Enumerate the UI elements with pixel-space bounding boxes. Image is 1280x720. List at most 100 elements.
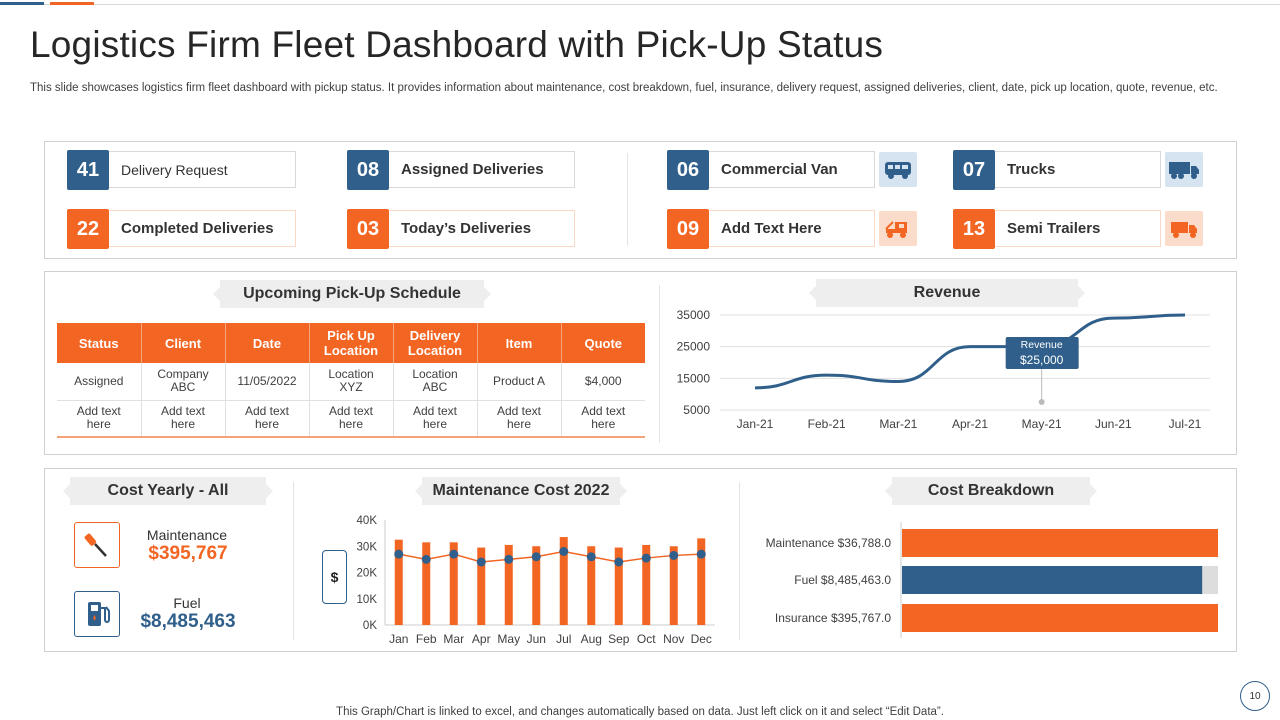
table-cell: 11/05/2022 [225, 363, 310, 401]
kpi-value: 13 [953, 209, 995, 249]
kpi-value: 08 [347, 150, 389, 190]
fuel-pump-icon [74, 591, 120, 637]
x-tick-label: Feb-21 [808, 417, 846, 431]
maintenance-trend-point [586, 552, 596, 562]
kpi-label: Today’s Deliveries [389, 210, 575, 247]
cost-divider-1 [293, 482, 294, 640]
maintenance-bar [394, 539, 403, 625]
maintenance-bar [559, 537, 568, 625]
column-header: Date [225, 323, 310, 363]
kpi-value: 03 [347, 209, 389, 249]
x-tick-label: Jul [556, 632, 571, 646]
kpi-label: Add Text Here [709, 210, 875, 247]
revenue-callout-box [1005, 337, 1079, 369]
truck-icon [1165, 152, 1203, 187]
maintenance-cost-label: Maintenance [146, 527, 228, 543]
y-tick-label: 30K [357, 541, 378, 553]
maintenance-bar [477, 547, 486, 625]
page-number: 10 [1240, 681, 1270, 711]
table-cell: Assigned [57, 363, 142, 401]
pickup-schedule-table: Status Client Date Pick Up Location Deli… [57, 323, 645, 438]
schedule-title: Upcoming Pick-Up Schedule [220, 280, 484, 308]
cb-bar [902, 566, 1203, 594]
table-cell: Company ABC [141, 363, 226, 401]
maintenance-trend-point [421, 554, 431, 564]
x-tick-label: Oct [637, 632, 656, 646]
y-tick-label: 35000 [677, 308, 711, 322]
kpi-value: 07 [953, 150, 995, 190]
column-header: Status [57, 323, 142, 363]
maintenance-bar [614, 547, 623, 625]
x-tick-label: Jul-21 [1169, 417, 1202, 431]
x-tick-label: Sep [608, 632, 630, 646]
table-cell: Location ABC [393, 363, 478, 401]
maintenance-trend-point [504, 554, 514, 564]
maintenance-trend-point [614, 557, 624, 567]
maintenance-bar [449, 542, 458, 625]
y-tick-label: 20K [357, 568, 378, 580]
semi-trailer-icon [1165, 211, 1203, 246]
table-row: Add text here Add text here Add text her… [57, 400, 645, 438]
maintenance-cost-title: Maintenance Cost 2022 [422, 477, 620, 505]
table-cell: Add text here [309, 400, 394, 438]
column-header: Delivery Location [393, 323, 478, 363]
maintenance-trend-line [398, 550, 702, 563]
van-icon [879, 152, 917, 187]
page-subtitle: This slide showcases logistics firm flee… [30, 82, 1218, 94]
revenue-title: Revenue [816, 279, 1078, 307]
y-tick-label: 15000 [677, 371, 711, 385]
tow-truck-icon [879, 211, 917, 246]
table-row: Assigned Company ABC 11/05/2022 Location… [57, 363, 645, 401]
table-cell: Add text here [393, 400, 478, 438]
x-tick-label: Jun [527, 632, 546, 646]
column-header: Pick Up Location [309, 323, 394, 363]
page-title: Logistics Firm Fleet Dashboard with Pick… [30, 24, 884, 65]
cb-bar-label: Fuel $8,485,463.0 [794, 573, 891, 587]
kpi-value: 41 [67, 150, 109, 190]
kpi-value: 22 [67, 209, 109, 249]
dollar-unit-label: $ [322, 550, 347, 604]
kpi-label: Trucks [995, 151, 1161, 188]
revenue-series-line [754, 313, 1186, 390]
maintenance-trend-point [531, 552, 541, 562]
maintenance-trend-point [476, 557, 486, 567]
maintenance-trend-point [394, 549, 404, 559]
x-tick-label: May-21 [1022, 417, 1062, 431]
x-tick-label: Jun-21 [1095, 417, 1132, 431]
y-tick-label: 25000 [677, 340, 711, 354]
x-tick-label: Dec [691, 632, 712, 646]
maintenance-trend-point [559, 547, 569, 556]
maintenance-cost-value: $395,767 [148, 543, 228, 564]
kpi-label: Completed Deliveries [109, 210, 296, 247]
cost-yearly-title: Cost Yearly - All [70, 477, 266, 505]
footer-note: This Graph/Chart is linked to excel, and… [336, 706, 944, 718]
maintenance-bar [422, 542, 431, 625]
revenue-line-chart: 5000 15000 25000 35000 Jan-21 Feb-21 Mar-21 Apr… [677, 308, 1210, 431]
maintenance-bar-chart: 0K 10K 20K 30K 40K Jan Feb Mar Apr May Jun Jul Aug Se… [357, 515, 715, 646]
cost-divider-2 [739, 482, 740, 640]
x-tick-label: Jan-21 [737, 417, 774, 431]
top-accent-bar [0, 0, 1280, 6]
y-tick-label: 40K [357, 515, 378, 527]
cb-bar-label: Maintenance $36,788.0 [766, 536, 892, 550]
kpi-label: Semi Trailers [995, 210, 1161, 247]
table-cell: $4,000 [561, 363, 645, 401]
mid-divider [659, 285, 660, 443]
kpi-value: 09 [667, 209, 709, 249]
table-cell: Add text here [561, 400, 645, 438]
y-tick-label: 10K [357, 594, 378, 606]
maintenance-bar [587, 546, 596, 625]
y-tick-label: 5000 [683, 403, 710, 417]
x-tick-label: Mar-21 [879, 417, 917, 431]
maintenance-bar [504, 544, 513, 625]
column-header: Client [141, 323, 226, 363]
kpi-divider [627, 153, 628, 246]
maintenance-trend-point [449, 549, 459, 559]
maintenance-bar [669, 546, 678, 625]
cost-breakdown-chart: Maintenance $36,788.0 Fuel $8,485,463.0 In… [766, 522, 1218, 638]
kpi-label: Commercial Van [709, 151, 875, 188]
kpi-value: 06 [667, 150, 709, 190]
table-cell: Add text here [57, 400, 142, 438]
fuel-cost-label: Fuel [173, 595, 201, 611]
kpi-label: Delivery Request [109, 151, 296, 188]
